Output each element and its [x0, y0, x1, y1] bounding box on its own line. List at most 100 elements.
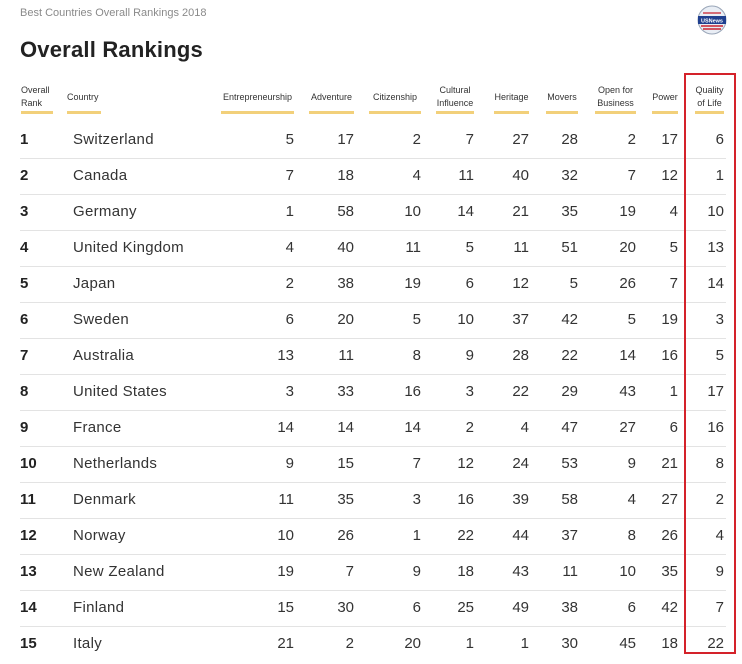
column-header-line: Cultural — [439, 85, 471, 95]
entrepreneurship-cell: 15 — [277, 599, 294, 616]
power-cell: 16 — [661, 347, 678, 364]
open-for-business-cell: 2 — [627, 131, 636, 148]
entrepreneurship-cell: 9 — [285, 455, 294, 472]
cultural-influence-cell: 25 — [457, 599, 474, 616]
rank-cell: 4 — [20, 239, 29, 256]
column-header-line: Power — [652, 92, 678, 102]
country-cell: Australia — [73, 347, 135, 364]
power-cell: 19 — [661, 311, 678, 328]
adventure-cell: 33 — [337, 383, 354, 400]
adventure-cell: 35 — [337, 491, 354, 508]
country-cell: France — [73, 419, 122, 436]
column-header-underline — [546, 111, 578, 114]
entrepreneurship-cell: 5 — [285, 131, 294, 148]
cultural-influence-cell: 18 — [457, 563, 474, 580]
row-divider — [20, 410, 726, 411]
heritage-cell: 28 — [512, 347, 529, 364]
country-cell: Switzerland — [73, 131, 154, 148]
adventure-cell: 40 — [337, 239, 354, 256]
movers-cell: 42 — [561, 311, 578, 328]
cultural-influence-cell: 3 — [465, 383, 474, 400]
column-header-line: Heritage — [494, 92, 529, 102]
adventure-cell: 20 — [337, 311, 354, 328]
quality-of-life-highlight — [684, 73, 736, 654]
cultural-influence-cell: 22 — [457, 527, 474, 544]
adventure-cell: 15 — [337, 455, 354, 472]
globe-logo-icon: USNews — [697, 5, 727, 35]
rank-cell: 1 — [20, 131, 29, 148]
movers-cell: 29 — [561, 383, 578, 400]
column-header-line: Movers — [547, 92, 577, 102]
power-cell: 42 — [661, 599, 678, 616]
row-divider — [20, 590, 726, 591]
heritage-cell: 22 — [512, 383, 529, 400]
cultural-influence-cell: 11 — [458, 167, 474, 184]
column-header-heritage: Heritage — [494, 91, 529, 104]
row-divider — [20, 158, 726, 159]
entrepreneurship-cell: 10 — [277, 527, 294, 544]
cultural-influence-cell: 9 — [465, 347, 474, 364]
power-cell: 12 — [661, 167, 678, 184]
movers-cell: 32 — [561, 167, 578, 184]
rank-cell: 13 — [20, 563, 37, 580]
citizenship-cell: 8 — [412, 347, 421, 364]
power-cell: 6 — [669, 419, 678, 436]
column-header-underline — [221, 111, 294, 114]
country-cell: Japan — [73, 275, 116, 292]
power-cell: 17 — [661, 131, 678, 148]
logo-text: USNews — [701, 19, 723, 25]
open-for-business-cell: 4 — [627, 491, 636, 508]
movers-cell: 35 — [561, 203, 578, 220]
cultural-influence-cell: 1 — [465, 635, 474, 652]
row-divider — [20, 230, 726, 231]
row-divider — [20, 518, 726, 519]
rank-cell: 12 — [20, 527, 37, 544]
row-divider — [20, 446, 726, 447]
cultural-influence-cell: 5 — [465, 239, 474, 256]
heritage-cell: 37 — [512, 311, 529, 328]
open-for-business-cell: 26 — [619, 275, 636, 292]
citizenship-cell: 14 — [404, 419, 421, 436]
open-for-business-cell: 20 — [619, 239, 636, 256]
movers-cell: 38 — [561, 599, 578, 616]
entrepreneurship-cell: 1 — [285, 203, 294, 220]
entrepreneurship-cell: 2 — [285, 275, 294, 292]
entrepreneurship-cell: 21 — [277, 635, 294, 652]
cultural-influence-cell: 7 — [465, 131, 474, 148]
heritage-cell: 44 — [512, 527, 529, 544]
open-for-business-cell: 27 — [619, 419, 636, 436]
column-header-underline — [652, 111, 678, 114]
country-cell: Italy — [73, 635, 103, 652]
rank-cell: 6 — [20, 311, 29, 328]
column-header-line: Country — [67, 92, 99, 102]
adventure-cell: 11 — [338, 347, 354, 364]
citizenship-cell: 20 — [404, 635, 421, 652]
row-divider — [20, 374, 726, 375]
column-header-cultural-influence: Cultural Influence — [436, 84, 474, 110]
cultural-influence-cell: 12 — [457, 455, 474, 472]
open-for-business-cell: 7 — [627, 167, 636, 184]
country-cell: United States — [73, 383, 167, 400]
rank-cell: 7 — [20, 347, 29, 364]
quality-of-life-cell: 13 — [707, 239, 724, 256]
column-header-line: Rank — [21, 98, 43, 108]
quality-of-life-cell: 2 — [715, 491, 724, 508]
open-for-business-cell: 14 — [619, 347, 636, 364]
column-header-rank: Overall Rank — [21, 84, 53, 110]
heritage-cell: 21 — [512, 203, 529, 220]
heritage-cell: 4 — [520, 419, 529, 436]
quality-of-life-cell: 22 — [707, 635, 724, 652]
quality-of-life-cell: 5 — [715, 347, 724, 364]
column-header-line: Influence — [436, 98, 474, 108]
column-header-movers: Movers — [546, 91, 578, 104]
country-cell: Germany — [73, 203, 137, 220]
country-cell: Canada — [73, 167, 128, 184]
country-cell: Denmark — [73, 491, 136, 508]
entrepreneurship-cell: 13 — [277, 347, 294, 364]
power-cell: 21 — [661, 455, 678, 472]
heritage-cell: 43 — [512, 563, 529, 580]
entrepreneurship-cell: 7 — [285, 167, 294, 184]
rank-cell: 5 — [20, 275, 29, 292]
row-divider — [20, 266, 726, 267]
country-cell: Finland — [73, 599, 125, 616]
